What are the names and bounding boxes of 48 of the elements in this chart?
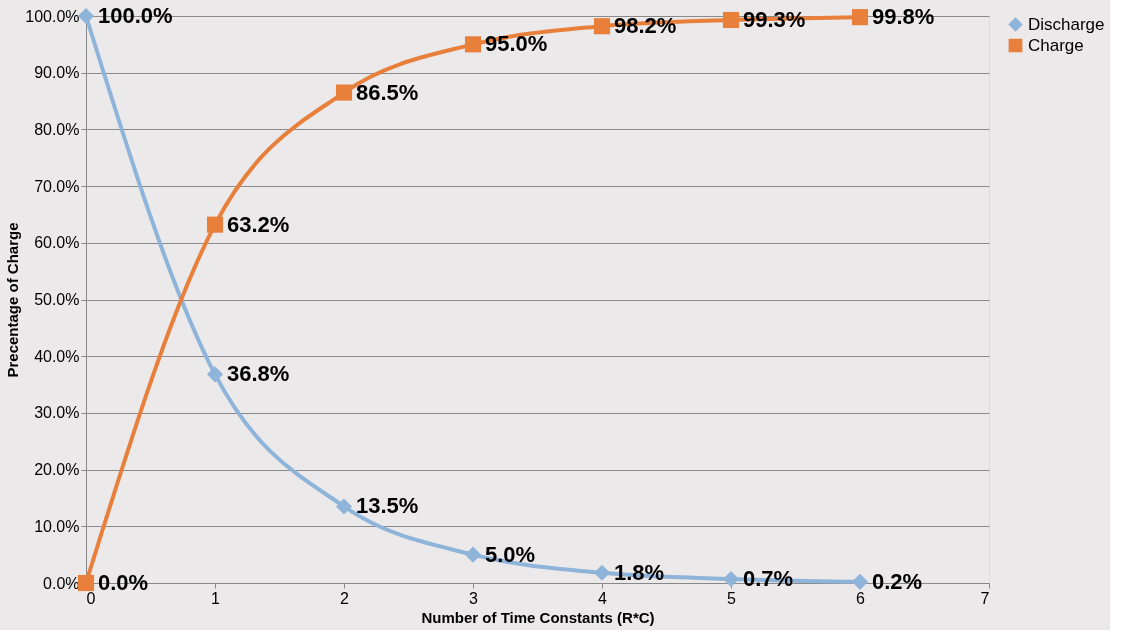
point bbox=[851, 573, 869, 590]
y-tick-label: 40.0% bbox=[34, 347, 80, 365]
data-label: 5.0% bbox=[485, 541, 536, 567]
point bbox=[593, 18, 611, 35]
y-tick-label: 60.0% bbox=[34, 234, 80, 252]
y-tick-label: 100.0% bbox=[25, 7, 80, 25]
data-label: 63.2% bbox=[227, 211, 290, 237]
point bbox=[464, 546, 482, 563]
point bbox=[851, 9, 869, 26]
point bbox=[206, 216, 224, 233]
data-label: 86.5% bbox=[356, 79, 419, 105]
x-tick-label: 2 bbox=[340, 589, 350, 607]
data-label: 99.8% bbox=[872, 4, 935, 30]
x-tick-label: 3 bbox=[469, 589, 479, 607]
y-tick-label: 0.0% bbox=[43, 574, 80, 592]
x-tick-label: 5 bbox=[727, 589, 737, 607]
y-tick-label: 20.0% bbox=[34, 461, 80, 479]
data-label: 100.0% bbox=[98, 3, 173, 28]
data-label: 1.8% bbox=[614, 559, 665, 585]
data-label: 0.7% bbox=[743, 566, 794, 592]
data-label: 0.0% bbox=[98, 570, 149, 595]
data-label: 13.5% bbox=[356, 493, 419, 519]
data-label: 95.0% bbox=[485, 31, 548, 57]
point bbox=[593, 564, 611, 581]
x-tick-label: 6 bbox=[856, 589, 866, 607]
x-axis-title: Number of Time Constants (R*C) bbox=[421, 608, 655, 626]
point bbox=[77, 574, 95, 592]
x-tick-label: 0 bbox=[86, 589, 96, 607]
y-tick-label: 10.0% bbox=[34, 517, 80, 535]
y-axis-title: Precentage of Charge bbox=[4, 222, 22, 378]
point bbox=[722, 11, 740, 29]
data-label: 36.8% bbox=[227, 361, 290, 387]
x-tick-label: 7 bbox=[980, 589, 990, 607]
point bbox=[335, 84, 353, 101]
point bbox=[464, 36, 482, 53]
y-tick-label: 70.0% bbox=[34, 177, 80, 195]
point bbox=[77, 7, 95, 25]
point bbox=[206, 366, 224, 383]
x-tick-label: 4 bbox=[598, 589, 608, 607]
data-label: 0.2% bbox=[872, 568, 923, 594]
point bbox=[335, 498, 353, 515]
y-tick-label: 90.0% bbox=[34, 64, 80, 82]
y-tick-label: 30.0% bbox=[34, 404, 80, 422]
y-tick-label: 50.0% bbox=[34, 291, 80, 308]
legend-label: Charge bbox=[1028, 35, 1084, 55]
x-tick-label: 1 bbox=[211, 589, 221, 607]
legend-label: Discharge bbox=[1028, 14, 1105, 34]
y-tick-label: 80.0% bbox=[34, 120, 80, 138]
